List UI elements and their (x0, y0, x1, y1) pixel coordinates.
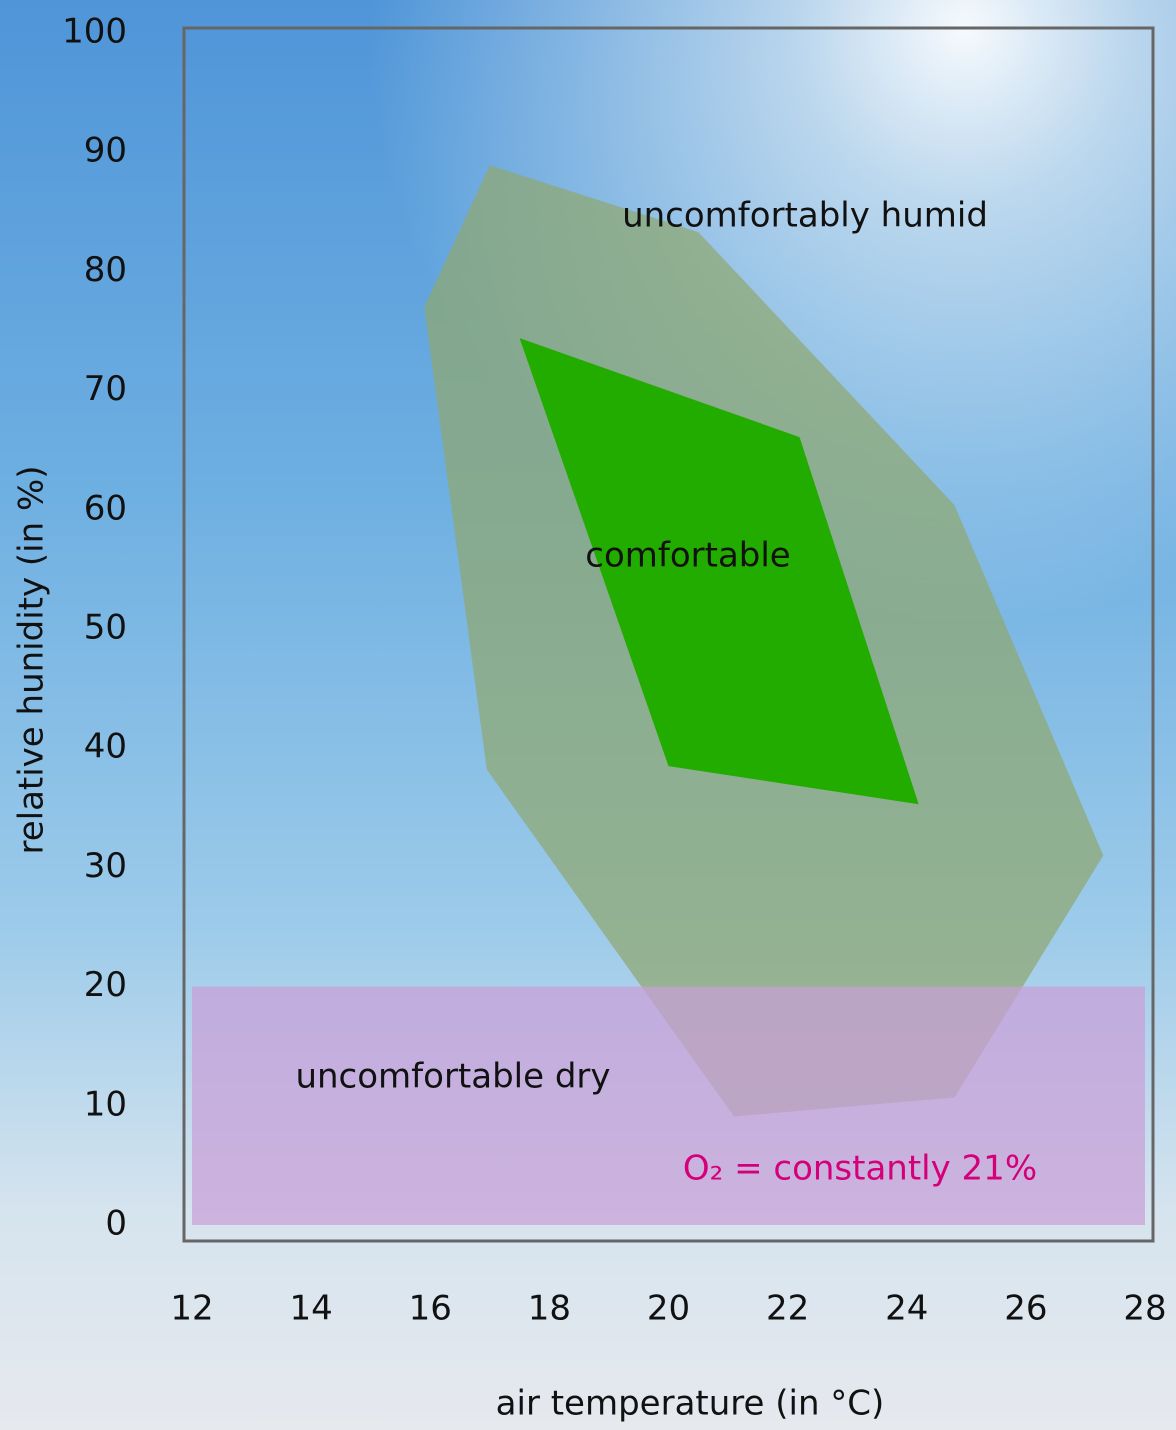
y-tick-label: 100 (62, 12, 127, 52)
y-tick-label: 60 (84, 488, 127, 528)
region (519, 338, 919, 805)
x-tick-label: 22 (766, 1289, 809, 1329)
y-tick-label: 70 (84, 369, 127, 409)
annotation: O₂ = constantly 21% (683, 1149, 1037, 1189)
y-tick-label: 20 (84, 965, 127, 1005)
y-tick-label: 30 (84, 846, 127, 886)
region-label: uncomfortable dry (295, 1057, 610, 1097)
x-tick-label: 12 (170, 1289, 213, 1329)
x-tick-label: 16 (409, 1289, 452, 1329)
x-tick-label: 14 (289, 1289, 332, 1329)
region-label: comfortable (585, 536, 790, 576)
y-tick-label: 0 (105, 1204, 127, 1244)
region (192, 986, 1145, 1225)
y-tick-label: 90 (84, 131, 127, 171)
x-tick-label: 28 (1123, 1289, 1166, 1329)
x-tick-label: 18 (528, 1289, 571, 1329)
x-tick-label: 26 (1004, 1289, 1047, 1329)
y-tick-label: 40 (84, 727, 127, 767)
y-tick-label: 10 (84, 1084, 127, 1124)
x-axis-label: air temperature (in °C) (496, 1384, 885, 1424)
y-tick-label: 50 (84, 608, 127, 648)
region-label: uncomfortably humid (622, 196, 988, 236)
x-tick-label: 24 (885, 1289, 928, 1329)
y-tick-label: 80 (84, 250, 127, 290)
y-axis-label: relative hunidity (in %) (12, 465, 52, 854)
plot-frame (182, 26, 1155, 1243)
x-tick-label: 20 (647, 1289, 690, 1329)
